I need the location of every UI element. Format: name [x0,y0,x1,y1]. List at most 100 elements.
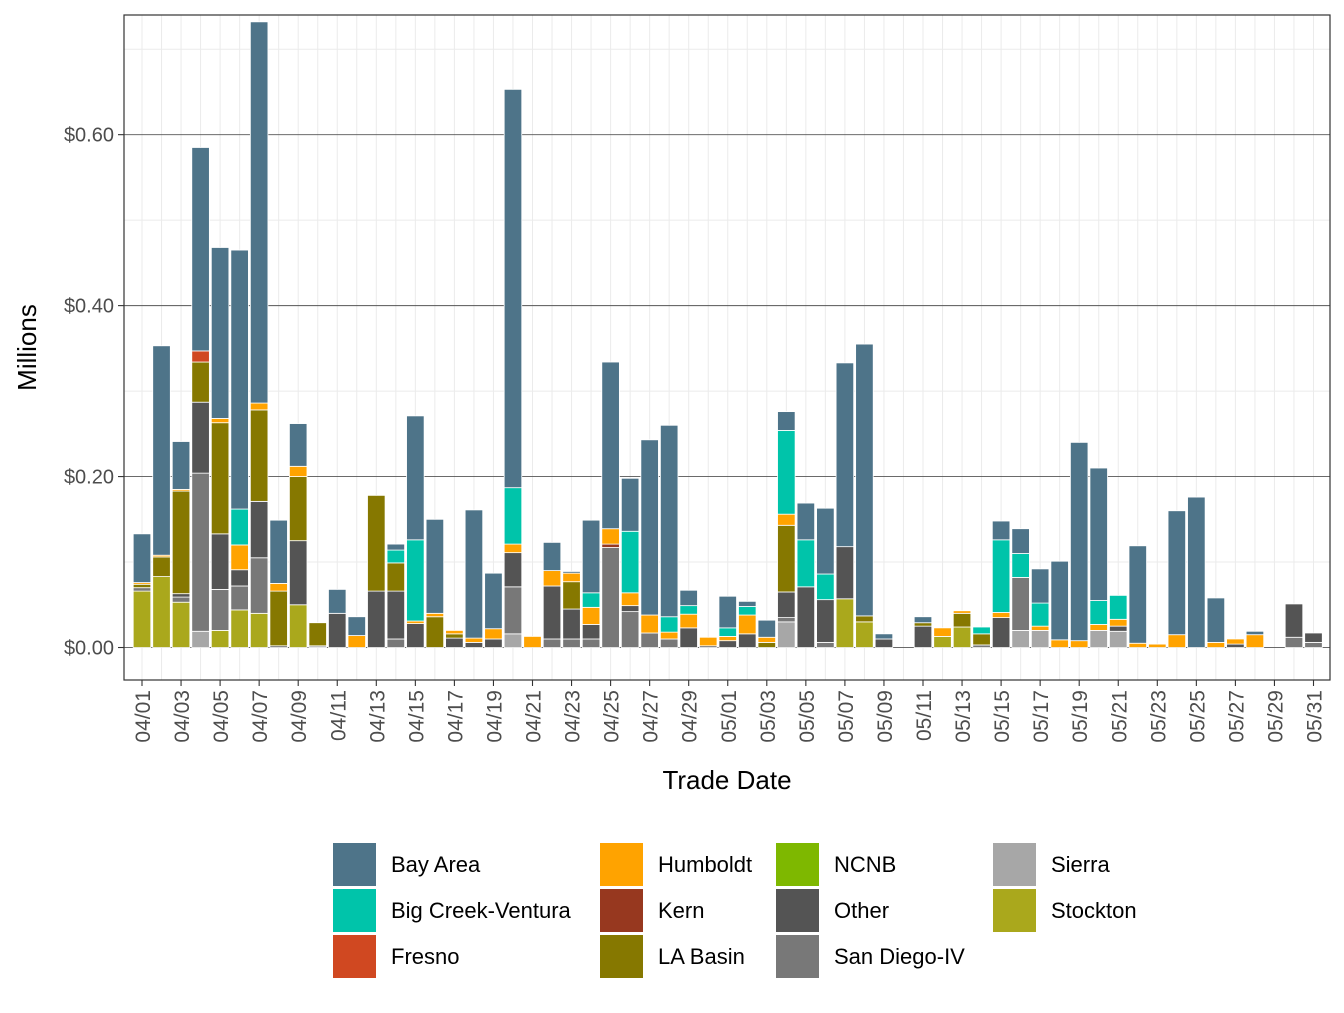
bar-segment-bay-area [1187,496,1206,648]
bar-segment-big-creek-ventura [1109,594,1128,620]
x-tick-label: 04/15 [405,690,428,743]
bar-segment-san-diego-iv [386,638,406,648]
bar-segment-san-diego-iv [1284,636,1304,648]
bar-segment-humboldt [464,637,484,643]
legend-label: LA Basin [658,944,745,969]
bar-segment-bay-area [289,423,308,467]
bar-segment-other [464,641,484,648]
bar-segment-big-creek-ventura [796,539,816,588]
legend-label: Sierra [1051,852,1110,877]
x-tick-label: 04/17 [444,690,467,743]
legend-item-fresno: Fresno [333,935,459,978]
bar-segment-other [562,608,581,640]
bar-segment-other [874,638,894,648]
bar-segment-humboldt [230,544,249,571]
bar-segment-bay-area [328,589,347,614]
bar-segment-humboldt [699,636,718,647]
bar-segment-bay-area [1245,630,1265,636]
bar-segment-sierra [1011,630,1030,648]
bar-segment-stockton [249,612,269,648]
bar-segment-san-diego-iv [210,589,230,631]
bar-segment-la-basin [249,409,269,502]
bar-segment-big-creek-ventura [816,573,835,601]
bar-segment-la-basin [913,622,933,627]
x-tick-label: 04/13 [366,690,389,743]
bar-segment-other [679,627,698,648]
legend-swatch [600,889,643,932]
bar-segment-humboldt [1245,634,1265,648]
bar-segment-humboldt [738,614,757,635]
bar-segment-big-creek-ventura [659,616,679,633]
legend-label: Humboldt [658,852,752,877]
bar-segment-la-basin [952,612,972,628]
bar-segment-bay-area [777,411,796,431]
bar-segment-other [1226,643,1245,648]
x-tick-label: 05/31 [1304,690,1327,743]
bar-segment-other [777,591,796,619]
bar-segment-bay-area [718,595,737,629]
x-axis: 04/01 04/03 04/05 04/07 04/09 04/11 04/13 04/15… [132,680,1327,743]
x-tick-label: 04/11 [327,690,350,741]
x-tick-label: 04/27 [640,690,663,743]
bar-segment-big-creek-ventura [620,530,640,594]
bar-segment-sierra [503,633,523,648]
bar-segment-big-creek-ventura [1011,553,1030,578]
bar-segment-other [1109,625,1128,632]
y-tick-label: $0.40 [64,296,114,318]
x-tick-label: 04/05 [210,690,233,743]
bar-segment-humboldt [503,543,523,554]
bar-segment-other [835,546,855,600]
legend-swatch [776,935,819,978]
bar-segment-other [230,569,249,587]
bar-segment-big-creek-ventura [1030,602,1050,627]
bar-segment-bay-area [269,519,288,584]
bar-segment-la-basin [171,490,191,595]
bar-segment-humboldt [952,610,972,614]
bar-segment-bay-area [249,21,269,404]
bar-segment-big-creek-ventura [991,539,1011,613]
bar-segment-humboldt [542,570,562,587]
bar-segment-la-basin [777,524,796,593]
bar-segment-la-basin [289,476,308,542]
bar-segment-san-diego-iv [1304,641,1323,648]
bar-segment-la-basin [425,616,445,648]
bar-segment-other [738,633,757,648]
bar-segment-big-creek-ventura [718,627,737,637]
bar-segment-la-basin [757,641,776,648]
bar-segment-other [913,625,933,648]
x-tick-label: 05/23 [1147,690,1170,743]
legend-label: Big Creek-Ventura [391,898,572,923]
bar-segment-sierra [191,630,210,648]
x-tick-label: 05/21 [1108,690,1131,743]
bar-segment-other [816,599,835,643]
bar-segment-humboldt [445,630,464,635]
bar-segment-bay-area [835,362,855,548]
bar-segment-big-creek-ventura [503,487,523,545]
bar-segment-humboldt [757,636,776,643]
y-tick-label: $0.60 [64,125,114,147]
bar-segment-other [289,540,308,606]
y-axis-title: Millions [12,304,42,391]
bar-segment-bay-area [913,616,933,624]
y-tick-label: $0.00 [64,638,114,660]
bar-segment-other [210,533,230,590]
legend-swatch [993,889,1036,932]
bar-segment-bay-area [640,439,659,616]
bar-segment-la-basin [191,361,210,403]
bar-segment-la-basin [562,581,581,610]
x-tick-label: 04/25 [601,690,624,743]
bar-segment-other [445,637,464,648]
x-tick-label: 05/17 [1030,690,1053,743]
bar-segment-big-creek-ventura [738,606,757,616]
y-axis: $0.00 $0.20 $0.40 $0.60 [64,125,124,660]
x-tick-label: 04/21 [523,690,546,743]
bar-segment-san-diego-iv [230,585,249,611]
bar-segment-big-creek-ventura [581,592,601,608]
bar-segment-bay-area [425,518,445,614]
bar-segment-humboldt [269,583,288,592]
bar-segment-other [718,640,737,648]
x-tick-label: 05/13 [952,690,975,743]
bar-segment-la-basin [972,633,991,646]
bar-segment-san-diego-iv [581,638,601,648]
